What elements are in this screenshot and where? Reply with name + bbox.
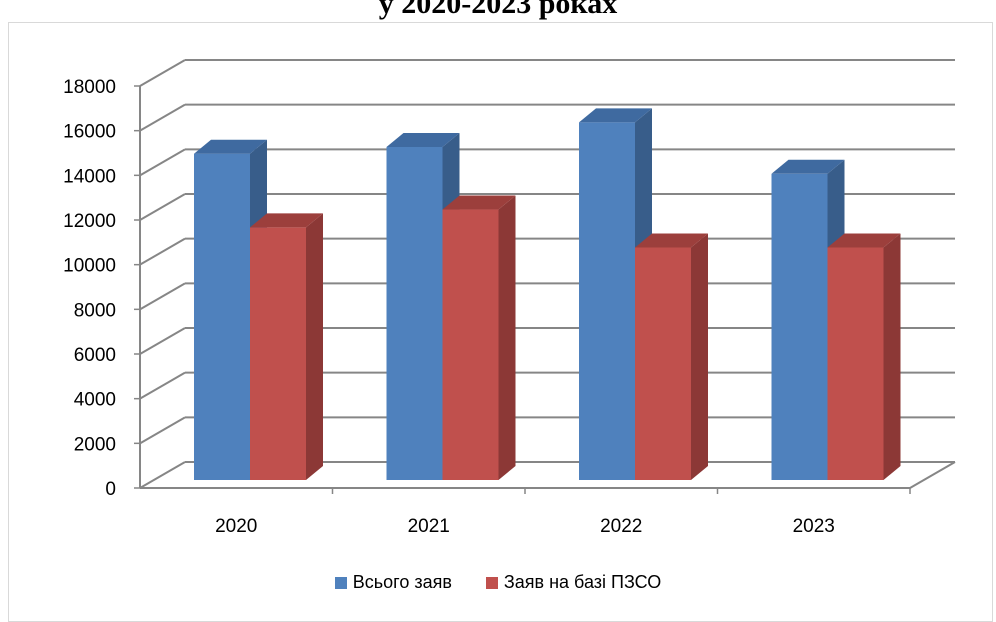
bar-total: [386, 147, 443, 480]
gridline-diagonal: [139, 282, 186, 311]
y-tick-label: 18000: [63, 77, 116, 98]
floor-edge-right: [909, 461, 956, 489]
bar-top: [386, 133, 460, 147]
y-tick-label: 2000: [74, 434, 116, 455]
legend: Всього заяв Заяв на базі ПЗСО: [0, 572, 996, 593]
bar-side: [498, 195, 516, 481]
gridline-diagonal: [139, 461, 186, 489]
legend-label-pzso: Заяв на базі ПЗСО: [503, 572, 662, 592]
chart-title: у 2020-2023 роках: [378, 0, 618, 20]
gridline-diagonal: [139, 416, 186, 445]
legend-label-total: Всього заяв: [352, 572, 452, 592]
legend-swatch-pzso: [485, 576, 498, 589]
gridline-diagonal: [139, 193, 186, 221]
gridline-diagonal: [139, 327, 186, 355]
y-tick-label: 6000: [74, 345, 116, 366]
x-tick-label: 2022: [600, 516, 642, 537]
bar-side: [883, 233, 901, 480]
bar-side: [306, 213, 323, 480]
bar-pzso: [827, 247, 884, 480]
y-tick-label: 16000: [63, 122, 116, 143]
y-tick-label: 8000: [74, 300, 116, 321]
y-tick-label: 0: [105, 479, 116, 500]
gridline-diagonal: [139, 103, 186, 132]
bar-pzso: [250, 227, 306, 480]
bar-top: [827, 233, 901, 248]
bar-total: [579, 122, 635, 480]
y-tick-label: 10000: [63, 256, 116, 277]
gridline-diagonal: [139, 371, 186, 400]
bar-total: [194, 153, 250, 480]
legend-item-pzso: Заяв на базі ПЗСО: [485, 572, 662, 593]
bar-top: [579, 108, 652, 123]
y-tick-label: 14000: [63, 166, 116, 187]
bar-top: [194, 139, 267, 154]
bar-total: [771, 173, 828, 481]
y-tick-label: 4000: [74, 390, 116, 411]
bar-top: [250, 213, 323, 228]
bar-top: [771, 159, 845, 174]
bar-pzso: [635, 247, 691, 480]
bar-pzso: [442, 209, 499, 481]
legend-swatch-total: [334, 576, 347, 589]
x-tick-label: 2021: [408, 516, 450, 537]
legend-item-total: Всього заяв: [334, 572, 452, 593]
gridline-diagonal: [139, 237, 186, 266]
bar-top: [635, 233, 708, 248]
x-tick-label: 2020: [215, 516, 257, 537]
gridline-diagonal: [139, 148, 186, 177]
bar-top: [442, 195, 516, 210]
bar-side: [691, 233, 708, 480]
y-tick-label: 12000: [63, 211, 116, 232]
gridline-diagonal: [139, 59, 186, 87]
x-tick-label: 2023: [793, 516, 835, 537]
